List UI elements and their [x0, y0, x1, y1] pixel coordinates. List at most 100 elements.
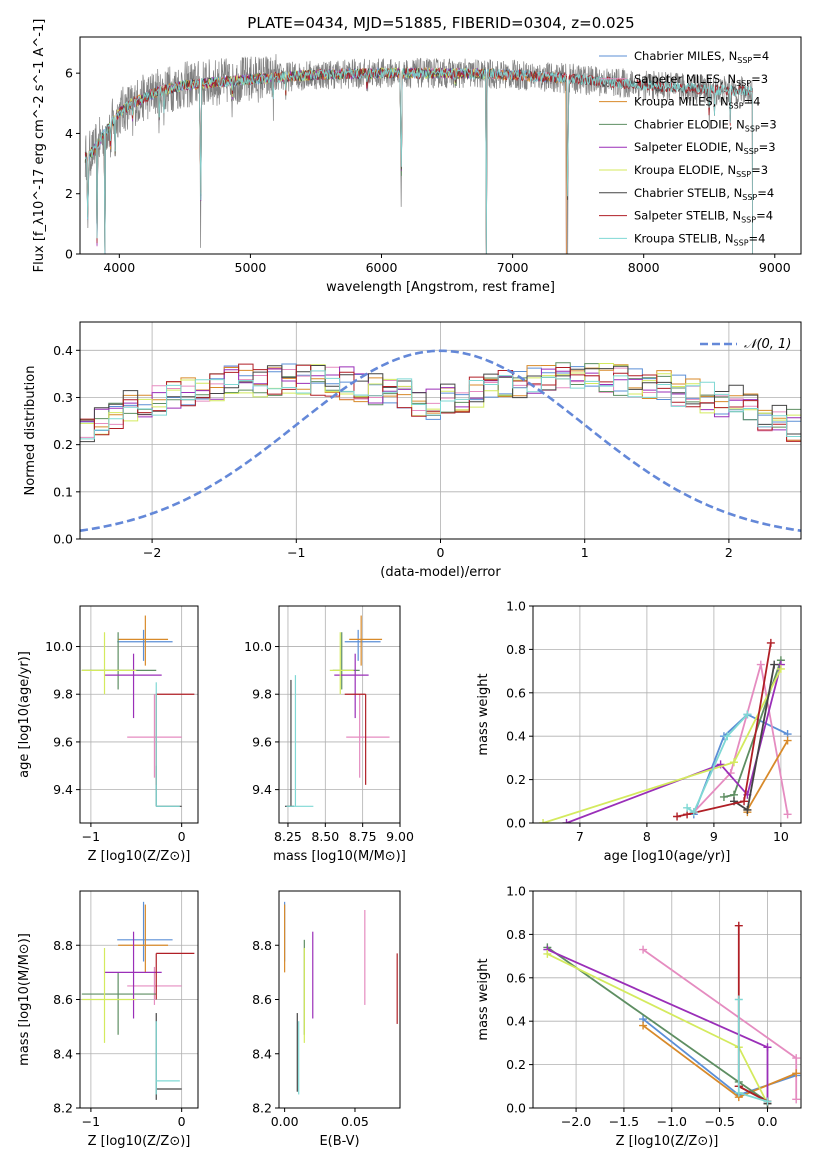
y-tick-label: 0.4 [506, 729, 526, 744]
weight-marker-kroupa_stelib [734, 995, 743, 1004]
y-axis-label: mass weight [476, 958, 491, 1040]
weight-marker-kroupa_miles [783, 736, 792, 745]
axes-frame [278, 605, 401, 824]
weight-marker-kroupa_elodie [776, 664, 785, 673]
legend-label-salpeter_elodie: Salpeter ELODIE, NSSP=3 [634, 140, 776, 156]
y-tick-label: 0.2 [53, 437, 73, 452]
y-tick-label: 10.0 [244, 639, 272, 654]
x-tick-label: 6000 [366, 260, 398, 275]
plot-area [81, 901, 195, 1100]
weight-marker-chabrier_elodie [719, 792, 728, 801]
model-spectrum-kroupa_stelib [84, 67, 753, 254]
x-axis-label: wavelength [Angstrom, rest frame] [326, 280, 555, 295]
legend-label-chabrier_stelib: Chabrier STELIB, NSSP=4 [634, 186, 774, 202]
y-axis-label: mass weight [476, 673, 491, 755]
x-tick-label: 9000 [759, 260, 791, 275]
weight-marker-kroupa_stelib [689, 808, 698, 817]
x-axis-label: age [log10(age/yr)] [604, 849, 731, 864]
x-tick-label: 4000 [103, 260, 135, 275]
x-tick-label: 2 [725, 545, 733, 560]
x-tick-label: −1 [287, 545, 305, 560]
x-tick-label: 8000 [628, 260, 660, 275]
weight-marker-kroupa_miles [792, 1069, 801, 1078]
age-vs-mass-panel: 8.25 8.50 8.75 9.00 9.4 9.6 9.8 10.0 mass [log10… [244, 605, 414, 864]
legend-label-gaussian: 𝒩(0, 1) [744, 337, 791, 352]
y-tick-label: 1.0 [506, 884, 526, 899]
x-tick-label: 0 [178, 829, 186, 844]
x-axis-label: E(B-V) [319, 1134, 359, 1149]
weight-marker-salpeter_elodie [562, 819, 571, 823]
plot-area [84, 54, 753, 254]
weight-marker-salpeter_miles [783, 810, 792, 819]
y-tick-label: 0.4 [506, 1014, 526, 1029]
spectrum-panel: 4000 5000 6000 7000 8000 9000 0 2 4 6 wavelength [… [32, 19, 802, 295]
x-tick-label: 1 [581, 545, 589, 560]
y-axis-label: Flux [f_λ10^-17 erg cm^-2 s^-1 A^-1] [32, 19, 47, 273]
plot-area [284, 615, 390, 807]
y-tick-label: 8.6 [252, 992, 272, 1007]
weight-marker-kroupa_stelib [734, 1088, 743, 1097]
legend-label-chabrier_elodie: Chabrier ELODIE, NSSP=3 [634, 117, 777, 133]
y-tick-label: 0.6 [506, 685, 526, 700]
axes-frame [79, 36, 802, 255]
y-tick-label: 0.8 [506, 642, 526, 657]
mass-vs-ebv-panel: 0.00 0.05 8.2 8.4 8.6 8.8 E(B-V) [252, 890, 401, 1149]
y-tick-label: 0.6 [506, 970, 526, 985]
y-tick-label: 9.8 [53, 687, 73, 702]
x-tick-label: 0.00 [271, 1114, 299, 1129]
age-vs-metallicity-panel: −1 0 9.4 9.6 9.8 10.0 Z [log10(Z/Z⊙)] age [log1… [17, 605, 199, 864]
residuals-panel: −2 −1 0 1 2 0.0 0.1 0.2 0.3 0.4 (data-model)/error… [23, 321, 802, 580]
histogram-kroupa_stelib [80, 370, 801, 440]
y-tick-label: 4 [65, 126, 73, 141]
x-tick-label: 5000 [235, 260, 267, 275]
x-tick-label: 7000 [497, 260, 529, 275]
weight-vs-age-panel: 7 8 9 10 0.0 0.2 0.4 0.6 0.8 1.0 age [log10(age/yr… [476, 599, 802, 864]
legend-label-salpeter_miles: Salpeter MILES, NSSP=3 [634, 72, 768, 88]
axes-frame [532, 890, 802, 1109]
y-axis-label: mass [log10(M/M⊙)] [17, 933, 32, 1066]
x-tick-label: −1 [82, 1114, 100, 1129]
y-tick-label: 0.3 [53, 390, 73, 405]
plot-area [81, 615, 195, 807]
x-tick-label: 9 [710, 829, 718, 844]
figure-title: PLATE=0434, MJD=51885, FIBERID=0304, z=0… [247, 14, 634, 32]
weight-line-salpeter_stelib [676, 642, 772, 818]
x-tick-label: −1.5 [609, 1114, 639, 1129]
weight-marker-salpeter_stelib [740, 797, 749, 806]
weight-marker-kroupa_stelib [683, 803, 692, 812]
x-tick-label: −2 [143, 545, 161, 560]
weight-marker-chabrier_stelib [770, 660, 779, 669]
x-tick-label: 8.75 [349, 829, 377, 844]
x-tick-label: 0.0 [758, 1114, 778, 1129]
y-tick-label: 0.1 [53, 484, 73, 499]
x-tick-label: 9.00 [386, 829, 414, 844]
weight-marker-salpeter_miles [792, 1095, 801, 1104]
weight-marker-kroupa_stelib [763, 1097, 772, 1106]
y-tick-label: 0.0 [506, 1101, 526, 1116]
y-tick-label: 9.6 [53, 734, 73, 749]
x-tick-label: 8 [643, 829, 651, 844]
legend-label-kroupa_elodie: Kroupa ELODIE, NSSP=3 [634, 163, 768, 179]
y-tick-label: 9.4 [252, 782, 272, 797]
x-tick-label: 8.50 [311, 829, 339, 844]
x-axis-label: Z [log10(Z/Z⊙)] [616, 1134, 719, 1149]
normal-distribution-curve [80, 349, 801, 533]
y-tick-label: 9.4 [53, 782, 73, 797]
legend-label-kroupa_miles: Kroupa MILES, NSSP=4 [634, 95, 760, 111]
plot-area [80, 349, 801, 533]
weight-line-kroupa_elodie [546, 953, 769, 1105]
weight-marker-kroupa_stelib [723, 732, 732, 741]
legend-label-salpeter_stelib: Salpeter STELIB, NSSP=4 [634, 209, 773, 225]
y-tick-label: 9.6 [252, 734, 272, 749]
x-tick-label: 7 [576, 829, 584, 844]
plot-area [284, 901, 398, 1095]
weight-marker-kroupa_elodie [539, 819, 548, 823]
x-axis-label: Z [log10(Z/Z⊙)] [88, 849, 191, 864]
y-tick-label: 0 [65, 247, 73, 262]
axes-frame [79, 605, 199, 824]
x-axis-label: (data-model)/error [380, 565, 501, 580]
spectrum-legend: Chabrier MILES, NSSP=4 Salpeter MILES, NS… [599, 49, 777, 247]
legend-label-chabrier_miles: Chabrier MILES, NSSP=4 [634, 49, 769, 65]
x-tick-label: 8.25 [274, 829, 302, 844]
